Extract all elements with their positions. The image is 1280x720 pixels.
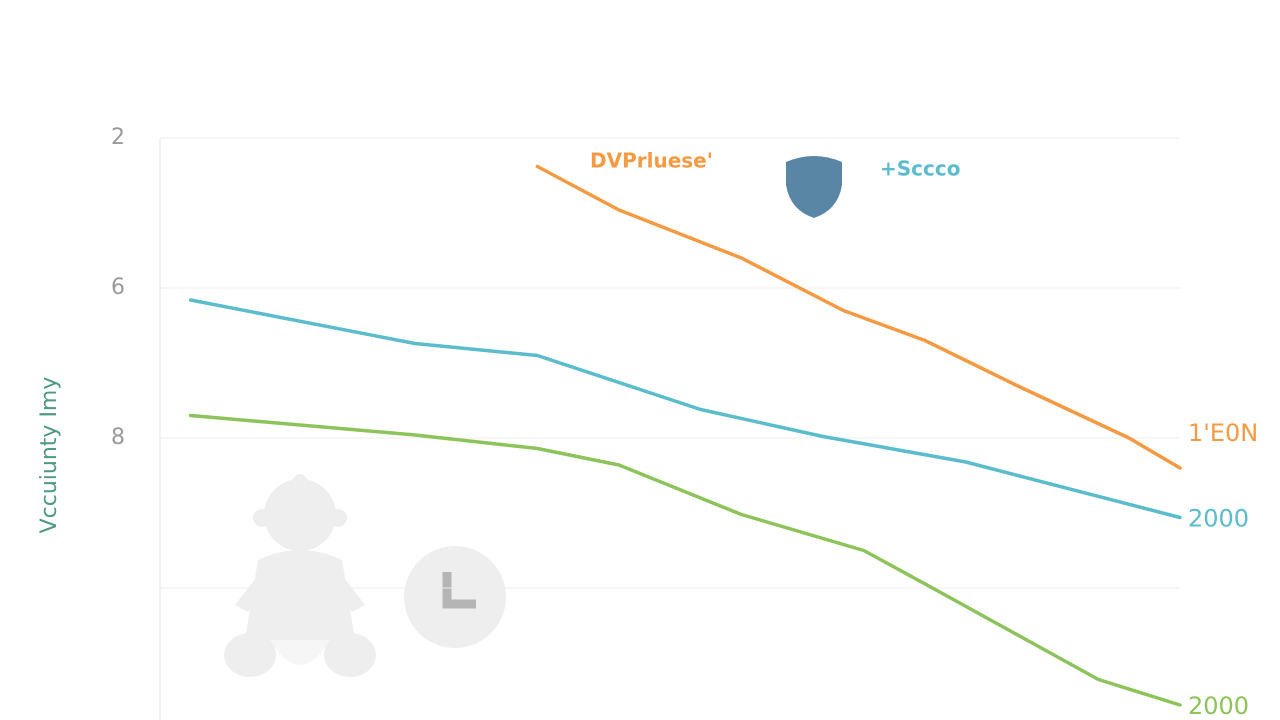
y-tick-label: 6 — [111, 275, 125, 300]
legend-label: +Sccco — [880, 157, 960, 181]
baby-icon — [224, 474, 376, 677]
shield-icon — [786, 156, 842, 218]
legend-label: DVPrluese' — [590, 149, 713, 173]
y-tick-label: 2 — [111, 125, 125, 150]
series-line — [188, 298, 1182, 520]
y-axis-label: Vccuiunty Imy — [37, 377, 62, 534]
series-line — [188, 413, 1182, 707]
series-line — [535, 164, 1182, 470]
clock-icon — [404, 546, 506, 648]
end-label: 2000 — [1188, 692, 1249, 720]
end-label: 1'E0N — [1188, 419, 1258, 447]
end-label: 2000 — [1188, 505, 1249, 533]
y-tick-label: 8 — [111, 425, 125, 450]
